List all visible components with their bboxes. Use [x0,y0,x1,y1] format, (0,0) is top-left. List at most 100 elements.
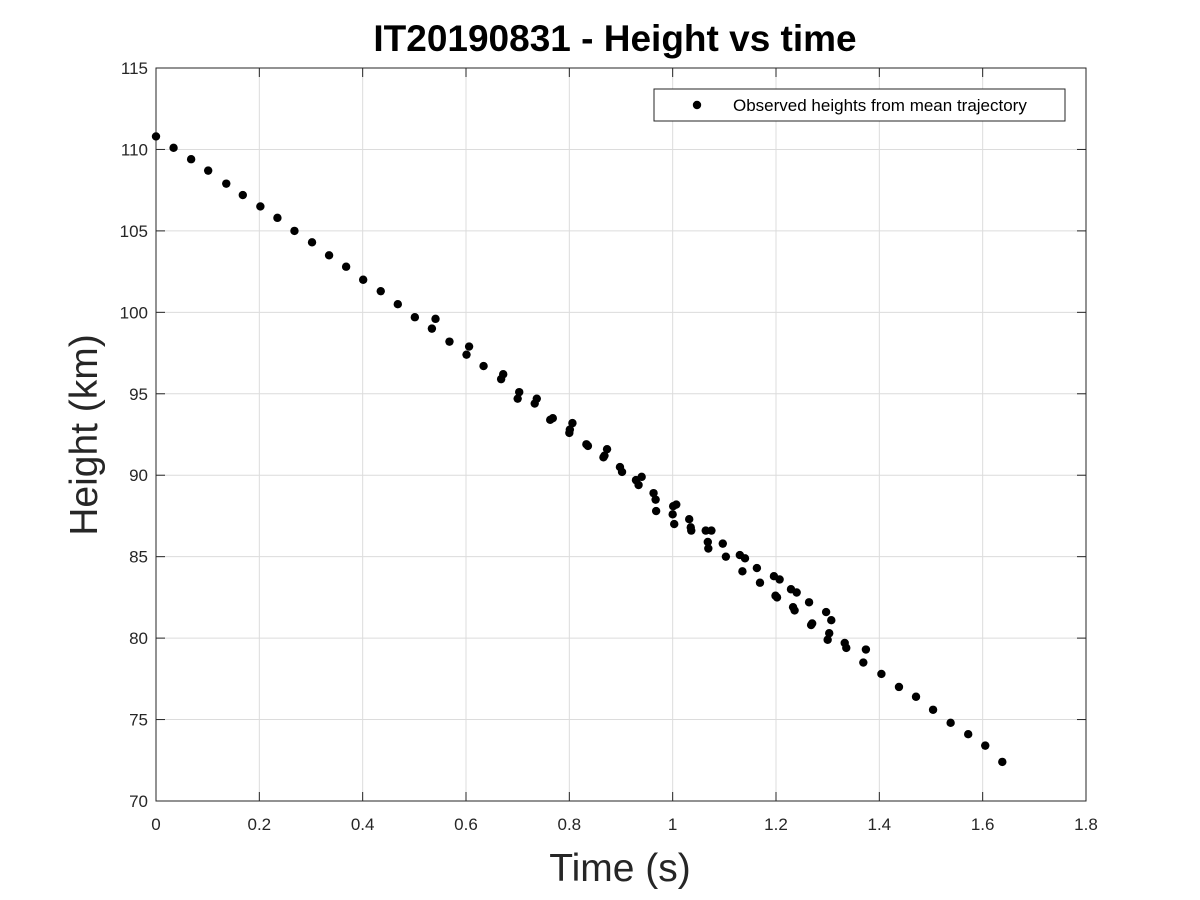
data-point [431,314,440,324]
plot-area-border [155,67,1087,802]
data-point [718,539,727,548]
data-point [894,682,904,692]
data-point [804,598,814,607]
data-point [169,143,178,153]
data-point [792,588,801,597]
x-tick-label: 1.8 [1074,815,1098,834]
x-tick-label: 0.2 [248,815,272,834]
data-point [637,472,646,482]
data-point [290,226,299,236]
y-tick-label: 115 [121,59,148,78]
legend-box [653,88,1066,122]
data-point [499,370,508,379]
x-tick-label: 0 [151,815,160,834]
data-point [186,155,196,164]
data-point [703,537,712,547]
data-point [859,658,868,667]
data-point [238,190,247,200]
data-point [825,629,834,638]
data-point [324,251,334,260]
legend-entry-label: Observed heights from mean trajectory [733,96,1027,115]
data-point [617,467,627,477]
y-tick-label: 100 [120,303,148,322]
x-tick-label: 0.6 [454,815,478,834]
data-point [668,510,677,519]
data-point [464,342,474,351]
data-point [393,299,402,309]
data-point [861,645,871,654]
data-point [670,519,679,529]
chart-title: IT20190831 - Height vs time [373,18,856,59]
legend-marker [692,100,702,110]
data-point [687,526,696,535]
data-point [946,718,955,728]
data-point [651,506,661,516]
data-point [928,705,938,714]
data-point [410,313,420,322]
y-tick-label: 85 [129,548,148,567]
data-point [721,552,731,561]
data-point [752,563,762,573]
data-point [462,350,471,359]
x-tick-label: 1.2 [764,815,788,834]
data-point [445,337,454,346]
data-point [256,202,265,211]
y-tick-label: 105 [120,222,148,241]
data-point [998,757,1007,767]
data-point [513,394,522,403]
data-point [821,607,831,617]
data-point [222,179,231,188]
data-point [151,132,161,141]
y-tick-label: 75 [129,711,148,730]
y-tick-label: 80 [129,629,148,648]
data-point [583,441,593,451]
legend: Observed heights from mean trajectory [653,88,1066,122]
data-point [964,730,973,739]
data-point [649,488,658,498]
data-point [790,606,799,615]
data-point [877,669,886,679]
data-point [827,615,836,625]
data-point [807,619,817,628]
data-point [568,418,577,428]
y-tick-label: 110 [121,140,148,159]
data-point [704,544,713,553]
x-tick-label: 1.4 [868,815,892,834]
data-point [427,324,437,333]
data-point [479,361,488,371]
x-tick-label: 0.8 [558,815,582,834]
data-point [685,515,694,524]
data-point [672,500,681,509]
y-axis-label: Height (km) [63,334,106,536]
data-point [772,593,782,602]
data-point [515,387,524,397]
x-tick-label: 0.4 [351,815,375,834]
x-tick-label: 1.6 [971,815,995,834]
axis-ticks: 0 0.2 0.4 0.6 0.8 1 1.2 1.4 1.6 1.8 70 75 80 85 90 95 10… [120,59,1098,834]
data-point [981,741,990,750]
data-point [755,578,765,587]
data-point [775,575,784,584]
data-point [376,286,385,296]
data-point [602,444,612,454]
data-point [203,166,213,175]
data-point [307,238,317,247]
data-point [358,275,368,284]
data-point [823,635,832,644]
data-point [707,526,716,535]
y-tick-label: 90 [129,466,148,485]
data-point [740,554,750,563]
data-point [565,425,575,434]
scatter-points [151,132,1007,767]
data-point [634,480,643,490]
data-point [600,451,609,460]
data-point [911,692,921,701]
data-point [532,394,541,403]
y-tick-label: 70 [129,792,148,811]
data-point [273,213,282,223]
x-tick-label: 1 [668,815,677,834]
x-axis-label: Time (s) [549,847,691,890]
data-point [341,262,351,271]
